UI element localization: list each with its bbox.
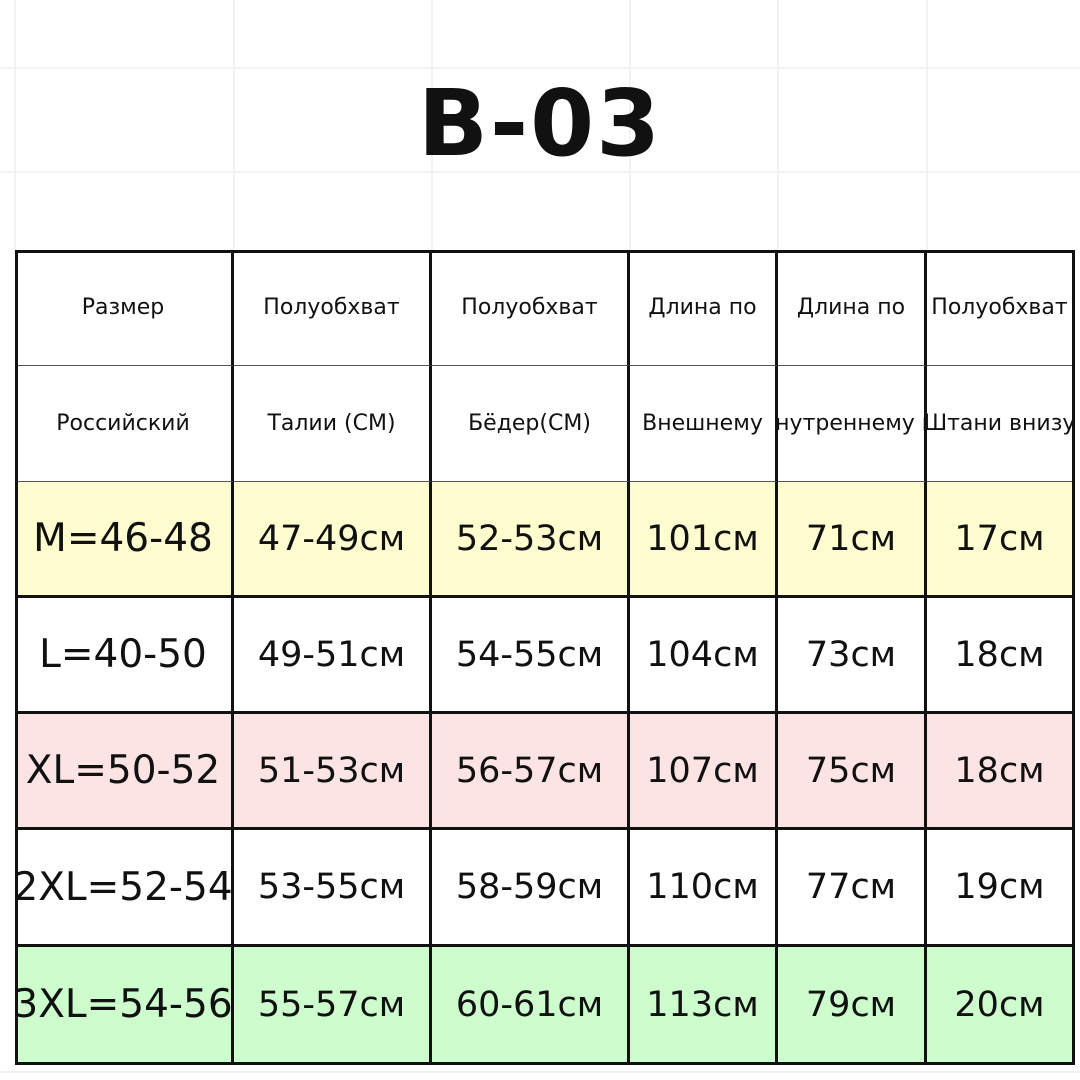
header-cell: Полуобхват bbox=[234, 250, 432, 366]
header-cell: Внутреннему ш bbox=[778, 366, 927, 482]
measure-cell: 20см bbox=[927, 947, 1075, 1065]
size-cell: 2XL=52-54 bbox=[15, 830, 234, 947]
header-cell: Талии (СМ) bbox=[234, 366, 432, 482]
header-cell: Российский bbox=[15, 366, 234, 482]
measure-cell: 53-55см bbox=[234, 830, 432, 947]
header-cell: Длина по bbox=[630, 250, 778, 366]
title: B-03 bbox=[417, 70, 663, 177]
measure-cell: 55-57см bbox=[234, 947, 432, 1065]
measure-cell: 75см bbox=[778, 714, 927, 830]
size-cell: XL=50-52 bbox=[15, 714, 234, 830]
measure-cell: 101см bbox=[630, 482, 778, 598]
size-cell: L=40-50 bbox=[15, 598, 234, 714]
size-cell: M=46-48 bbox=[15, 482, 234, 598]
header-cell: Внешнему bbox=[630, 366, 778, 482]
measure-cell: 110см bbox=[630, 830, 778, 947]
measure-cell: 56-57см bbox=[432, 714, 630, 830]
header-cell: Длина по bbox=[778, 250, 927, 366]
measure-cell: 113см bbox=[630, 947, 778, 1065]
measure-cell: 73см bbox=[778, 598, 927, 714]
header-cell: Размер bbox=[15, 250, 234, 366]
measure-cell: 18см bbox=[927, 714, 1075, 830]
measure-cell: 49-51см bbox=[234, 598, 432, 714]
measure-cell: 54-55см bbox=[432, 598, 630, 714]
header-cell: Бёдер(СМ) bbox=[432, 366, 630, 482]
header-cell: Штани внизу bbox=[927, 366, 1075, 482]
measure-cell: 58-59см bbox=[432, 830, 630, 947]
measure-cell: 52-53см bbox=[432, 482, 630, 598]
measure-cell: 17см bbox=[927, 482, 1075, 598]
header-cell: Полуобхват bbox=[927, 250, 1075, 366]
measure-cell: 18см bbox=[927, 598, 1075, 714]
measure-cell: 79см bbox=[778, 947, 927, 1065]
measure-cell: 104см bbox=[630, 598, 778, 714]
header-cell: Полуобхват bbox=[432, 250, 630, 366]
size-cell: 3XL=54-56 bbox=[15, 947, 234, 1065]
measure-cell: 19см bbox=[927, 830, 1075, 947]
measure-cell: 51-53см bbox=[234, 714, 432, 830]
measure-cell: 60-61см bbox=[432, 947, 630, 1065]
measure-cell: 71см bbox=[778, 482, 927, 598]
measure-cell: 47-49см bbox=[234, 482, 432, 598]
measure-cell: 77см bbox=[778, 830, 927, 947]
measure-cell: 107см bbox=[630, 714, 778, 830]
size-table: Размер Российский Полуобхват Талии (СМ) Полу… bbox=[15, 250, 1075, 1065]
